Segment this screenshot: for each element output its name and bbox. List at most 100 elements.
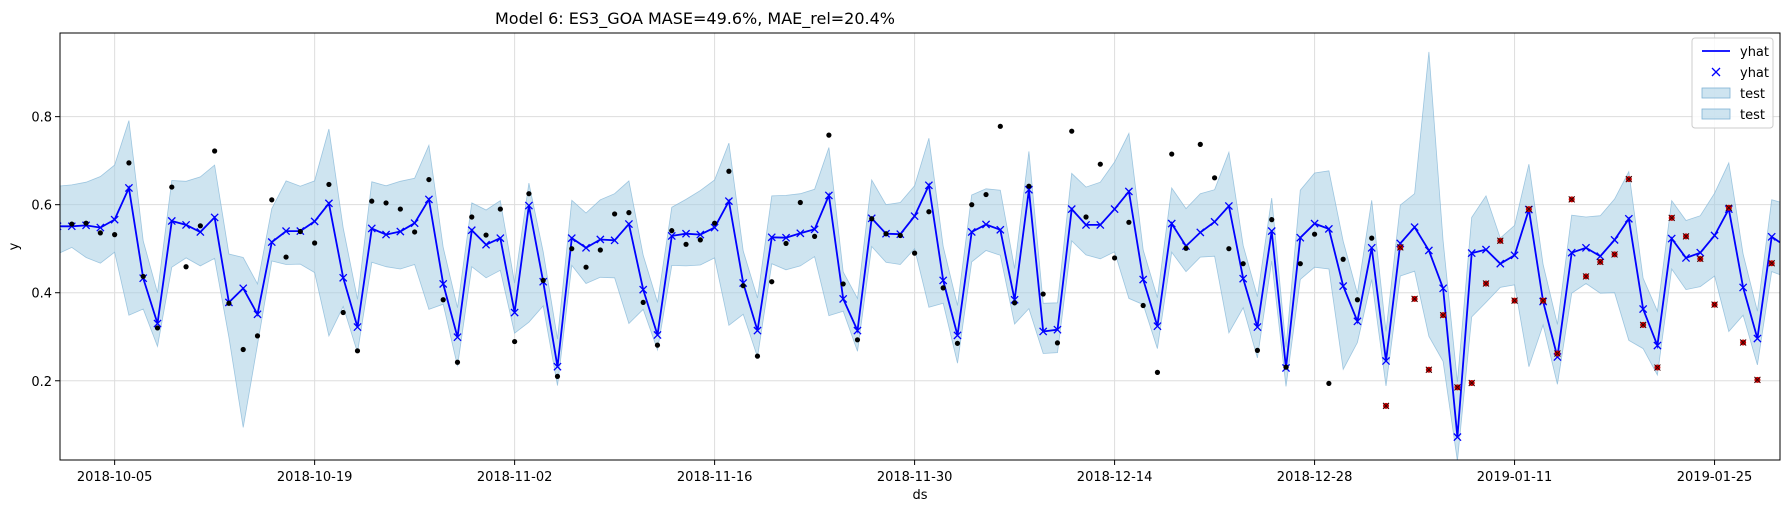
observed-point [669, 228, 675, 234]
observed-point [826, 132, 832, 138]
yhat-marker [839, 294, 848, 303]
observed-point [897, 232, 903, 239]
observed-point [512, 338, 518, 345]
test-point-x [1768, 259, 1776, 267]
yhat-marker [581, 243, 591, 252]
yhat-marker [253, 310, 262, 319]
yhat-marker [282, 227, 291, 236]
observed-point [526, 191, 532, 197]
observed-point [1083, 214, 1089, 220]
observed-point [469, 214, 475, 220]
yhat-marker [1167, 219, 1176, 228]
yhat-marker [939, 276, 948, 285]
yhat-marker [124, 183, 133, 193]
test-point-x [1611, 251, 1618, 258]
y-tick-label: 0.4 [31, 287, 52, 302]
legend-marker-swatch [1711, 67, 1721, 77]
observed-point [997, 123, 1003, 129]
observed-point [340, 309, 346, 316]
confidence-bands [60, 51, 1780, 460]
observed-point [183, 264, 189, 270]
observed-point [1240, 261, 1246, 267]
observed-point [654, 342, 661, 348]
observed-point [497, 206, 503, 212]
observed-point [397, 206, 403, 212]
observed-point [1326, 380, 1332, 387]
yhat-marker [710, 223, 719, 232]
observed-point [126, 160, 132, 166]
yhat-marker [1567, 248, 1576, 257]
prediction-interval-band [60, 51, 1780, 460]
observed-point [954, 340, 961, 346]
yhat-marker [1639, 304, 1648, 314]
yhat-marker [1496, 259, 1505, 268]
observed-point [1183, 245, 1189, 251]
test-point-x [1582, 273, 1590, 280]
observed-point [626, 210, 632, 216]
yhat-marker [553, 362, 562, 371]
observed-point [569, 246, 575, 252]
test-point-x [1711, 301, 1718, 308]
observed-point [583, 264, 589, 270]
observed-point [483, 232, 489, 238]
observed-point [640, 299, 646, 306]
y-axis-ticks: 0.2 0.4 0.6 0.8 [31, 111, 60, 390]
observed-point [283, 254, 289, 260]
yhat-marker [967, 227, 976, 237]
yhat-marker [324, 199, 333, 208]
yhat-marker [1510, 251, 1519, 260]
test-points [1382, 175, 1776, 410]
yhat-marker [1782, 243, 1789, 250]
yhat-marker [182, 220, 191, 229]
observed-point [83, 220, 89, 226]
test-point-x [1439, 311, 1447, 319]
yhat-marker [953, 331, 962, 340]
legend-band-swatch [1701, 108, 1731, 120]
observed-point [726, 168, 732, 174]
test-point-x [1625, 175, 1633, 183]
yhat-marker [424, 195, 433, 204]
test-point-x [1739, 339, 1747, 346]
yhat-marker [724, 197, 733, 206]
test-point-x [1482, 280, 1490, 287]
x-tick-label: 2018-12-28 [1277, 470, 1353, 485]
y-tick-label: 0.8 [31, 111, 52, 126]
observed-point [912, 250, 918, 256]
yhat-marker [339, 273, 348, 282]
yhat-marker [1681, 253, 1691, 263]
yhat-marker [1381, 356, 1391, 366]
yhat-marker [410, 219, 419, 228]
observed-point [740, 283, 746, 289]
x-tick-label: 2018-11-02 [477, 470, 553, 485]
x-tick-label: 2018-10-19 [277, 470, 353, 485]
observed-point [769, 279, 775, 285]
observed-point [1269, 217, 1275, 223]
observed-point [754, 353, 761, 359]
yhat-marker [1081, 220, 1091, 229]
observed-point [883, 231, 889, 237]
observed-point [1197, 141, 1203, 147]
yhat-marker [1210, 217, 1219, 226]
test-point-x [1411, 295, 1418, 303]
yhat-marker [696, 230, 705, 239]
yhat-marker [624, 219, 633, 229]
observed-point [940, 285, 946, 291]
observed-point [69, 221, 75, 227]
test-point-x [1554, 350, 1561, 357]
yhat-marker [653, 330, 662, 340]
observed-point [369, 198, 375, 204]
yhat-marker [1067, 205, 1076, 214]
yhat-marker [1753, 334, 1762, 343]
legend-band-swatch [1701, 87, 1731, 99]
yhat-marker [1124, 187, 1133, 196]
yhat-line [60, 182, 1780, 438]
yhat-marker [853, 326, 862, 335]
observed-point [869, 216, 875, 222]
yhat-marker [96, 223, 105, 232]
observed-point [812, 233, 818, 239]
observed-point [983, 191, 989, 198]
yhat-marker [1596, 252, 1605, 261]
x-tick-label: 2018-10-05 [77, 470, 153, 485]
observed-point [297, 228, 303, 235]
